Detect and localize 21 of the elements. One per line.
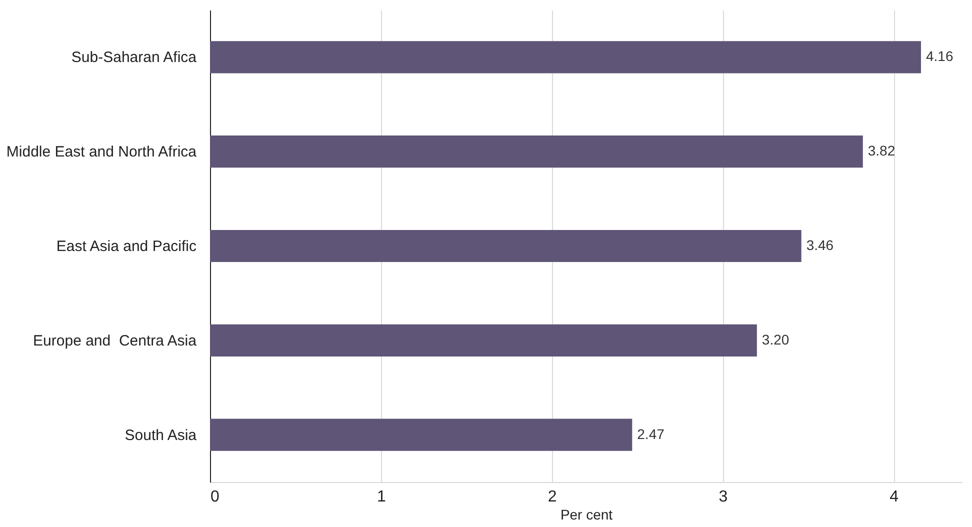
data-label: 3.20: [762, 331, 790, 348]
x-tick-label: 3: [718, 488, 728, 506]
y-tick-label: South Asia: [124, 426, 198, 444]
x-tick-label: 1: [376, 488, 386, 506]
y-tick-label: Middle East and North Africa: [6, 144, 198, 161]
y-tick-label: Europe and Centra Asia: [33, 332, 198, 350]
y-tick-label: East Asia and Pacific: [56, 238, 197, 255]
data-label: 4.16: [926, 48, 954, 64]
data-label: 3.46: [806, 237, 834, 253]
data-label: 2.47: [637, 426, 665, 442]
x-tick-label: 4: [890, 488, 899, 506]
x-tick-label: 0: [210, 488, 220, 506]
bar: [210, 41, 921, 74]
bar: [210, 230, 802, 262]
x-axis-title: Per cent: [560, 506, 613, 522]
bar: [210, 324, 757, 356]
bar: [210, 418, 632, 451]
bar: [210, 136, 863, 168]
data-label: 3.82: [868, 142, 896, 159]
y-tick-label: Sub-Saharan Afica: [71, 49, 198, 66]
x-tick-label: 2: [548, 488, 557, 506]
